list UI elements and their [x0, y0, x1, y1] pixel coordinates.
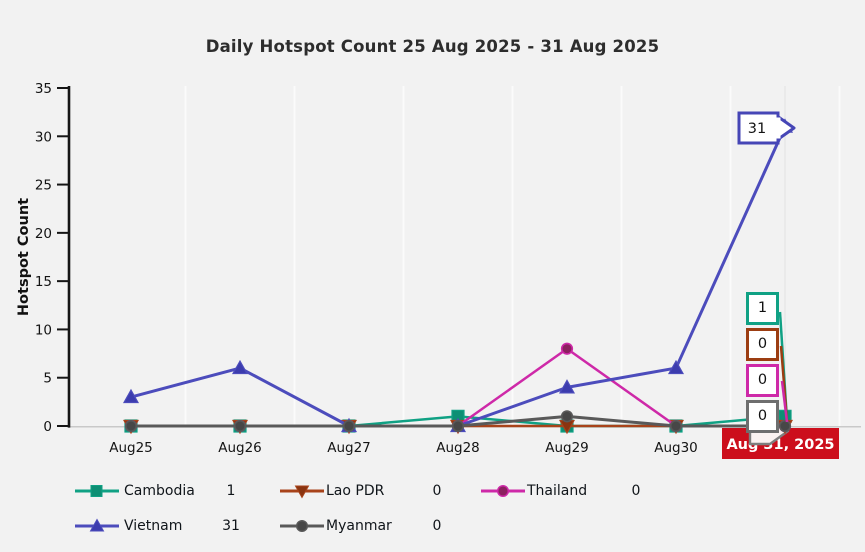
peak-callout-box	[737, 111, 780, 145]
legend-label-myanmar: Myanmar	[326, 518, 392, 534]
data-point-myanmar-aug30[interactable]	[669, 419, 683, 433]
legend-label-thailand: Thailand	[527, 483, 588, 499]
x-tick-label-aug28: Aug28	[436, 440, 480, 456]
legend-swatch-lao-pdr	[280, 485, 324, 499]
data-point-vietnam-aug29[interactable]	[558, 379, 576, 394]
legend-value-vietnam: 31	[222, 518, 240, 534]
peak-callout-seam	[774, 117, 781, 139]
data-point-myanmar-aug31[interactable]	[778, 419, 792, 433]
y-tick-label-5: 5	[43, 371, 52, 387]
legend-swatch-vietnam	[75, 518, 119, 532]
series-line-vietnam	[130, 126, 787, 428]
legend-value-lao-pdr: 0	[432, 483, 442, 499]
x-tick-label-aug27: Aug27	[327, 440, 371, 456]
legend: Cambodia 1 Lao PDR 0 Thailand 0 Vietnam 31 Myanm…	[0, 470, 865, 552]
data-point-myanmar-aug28[interactable]	[451, 419, 465, 433]
data-point-vietnam-aug30[interactable]	[667, 359, 685, 375]
legend-value-thailand: 0	[631, 483, 641, 499]
y-tick-label-15: 15	[35, 274, 52, 290]
y-tick-label-20: 20	[35, 226, 52, 242]
x-tick-label-aug26: Aug26	[218, 440, 262, 456]
x-tick-label-aug25: Aug25	[109, 440, 153, 456]
value-callout-2: 0	[746, 364, 779, 397]
value-callout-0: 1	[746, 292, 779, 325]
data-point-myanmar-aug25[interactable]	[124, 419, 138, 433]
legend-label-vietnam: Vietnam	[124, 518, 183, 534]
y-tick-label-30: 30	[35, 129, 52, 145]
value-callout-1: 0	[746, 328, 779, 361]
legend-value-myanmar: 0	[432, 518, 442, 534]
legend-swatch-myanmar	[280, 519, 324, 533]
callout-tail	[780, 380, 789, 423]
x-tick-label-aug29: Aug29	[545, 440, 589, 456]
y-tick-label-0: 0	[43, 419, 52, 435]
legend-value-cambodia: 1	[226, 483, 236, 499]
legend-swatch-cambodia	[75, 485, 119, 497]
data-point-myanmar-aug29[interactable]	[560, 410, 574, 423]
data-point-myanmar-aug26[interactable]	[233, 419, 247, 433]
legend-swatch-thailand	[481, 484, 525, 498]
data-point-myanmar-aug27[interactable]	[342, 419, 356, 433]
data-point-vietnam-aug26[interactable]	[231, 359, 249, 375]
data-point-vietnam-aug25[interactable]	[122, 388, 140, 404]
y-tick-label-10: 10	[35, 322, 52, 338]
date-highlight-label: Aug 31, 2025	[726, 437, 834, 453]
chart-title: Daily Hotspot Count 25 Aug 2025 - 31 Aug…	[205, 37, 660, 56]
y-tick-label-25: 25	[35, 178, 52, 194]
peak-callout-value: 31	[748, 121, 766, 137]
y-tick-label-35: 35	[35, 81, 52, 97]
x-tick-label-aug30: Aug30	[654, 440, 698, 456]
data-point-thailand-aug29[interactable]	[560, 342, 574, 355]
value-callout-3: 0	[746, 400, 779, 433]
legend-label-lao-pdr: Lao PDR	[326, 483, 385, 499]
legend-label-cambodia: Cambodia	[124, 483, 195, 499]
